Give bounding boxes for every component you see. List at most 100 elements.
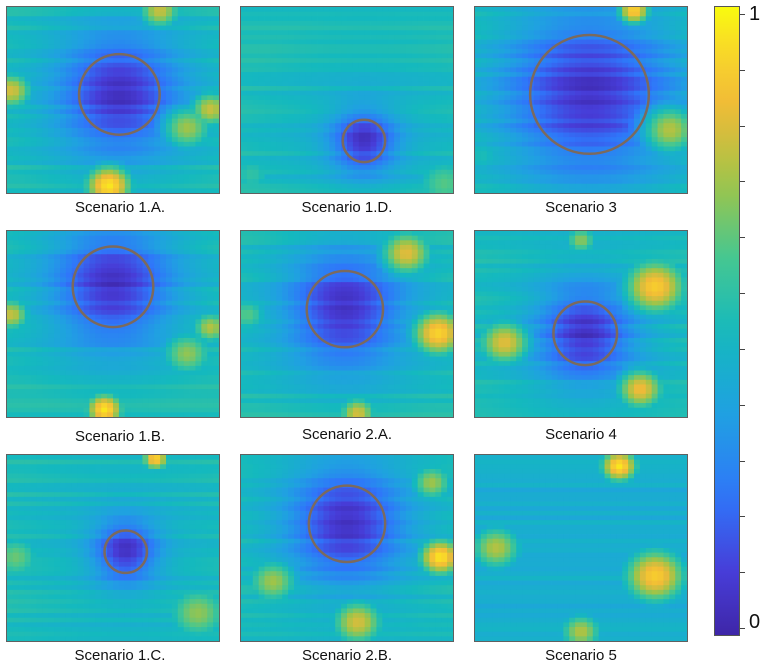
heatmap-cell [498, 132, 505, 138]
heatmap-cell [189, 39, 196, 45]
heatmap-cell [189, 100, 196, 106]
heatmap-cell [107, 81, 114, 87]
heatmap-cell [563, 7, 570, 13]
heatmap-cell [669, 141, 676, 147]
heatmap-cell [504, 62, 511, 68]
heatmap-cell [30, 34, 37, 40]
heatmap-cell [492, 67, 499, 73]
heatmap-cell [83, 62, 90, 68]
heatmap-cell [177, 235, 185, 241]
heatmap-cell [447, 183, 453, 189]
heatmap-cell [118, 310, 126, 316]
heatmap-cell [18, 58, 26, 64]
heatmap-cell [311, 30, 318, 36]
heatmap-cell [299, 100, 307, 106]
heatmap-cell [83, 132, 90, 138]
heatmap-cell [539, 62, 547, 68]
heatmap-cell [189, 155, 196, 161]
heatmap-cell [429, 72, 436, 78]
heatmap-cell [124, 272, 132, 278]
heatmap-cell [347, 34, 354, 40]
heatmap-cell [177, 296, 185, 302]
heatmap-cell [288, 90, 295, 96]
heatmap-cell [113, 11, 120, 17]
heatmap-cell [7, 268, 14, 274]
heatmap-cell [435, 123, 442, 129]
heatmap-cell [166, 286, 173, 292]
heatmap-cell [492, 146, 499, 152]
heatmap-cell [258, 113, 265, 119]
heatmap-cell [604, 81, 611, 87]
heatmap-cell [213, 282, 219, 288]
heatmap-cell [201, 263, 208, 269]
heatmap-cell [663, 34, 670, 40]
heatmap-cell [358, 127, 366, 133]
heatmap-cell [142, 286, 149, 292]
heatmap-cell [651, 44, 658, 50]
heatmap-cell [166, 254, 173, 260]
heatmap-cell [276, 151, 283, 157]
heatmap-cell [358, 39, 366, 45]
heatmap-cell [130, 188, 137, 193]
heatmap-cell [498, 188, 505, 193]
heatmap-cell [83, 76, 90, 82]
heatmap-cell [475, 123, 482, 129]
heatmap-cell [171, 291, 179, 297]
heatmap-cell [166, 165, 173, 171]
heatmap-cell [60, 104, 67, 110]
heatmap-cell [166, 20, 173, 26]
heatmap-cell [317, 174, 324, 180]
heatmap-cell [598, 118, 605, 124]
heatmap-cell [551, 155, 558, 161]
heatmap-cell [323, 76, 330, 82]
heatmap-cell [89, 7, 96, 13]
heatmap-cell [423, 11, 430, 17]
heatmap-cell [492, 25, 499, 31]
heatmap-cell [124, 263, 132, 269]
heatmap-cell [130, 183, 137, 189]
heatmap-cell [388, 81, 395, 87]
heatmap-cell [681, 109, 687, 115]
heatmap-cell [480, 132, 488, 138]
heatmap-cell [669, 25, 676, 31]
heatmap-cell [101, 169, 108, 175]
heatmap-cell [30, 30, 37, 36]
heatmap-cell [675, 179, 682, 185]
heatmap-cell [347, 169, 354, 175]
heatmap-cell [195, 132, 202, 138]
heatmap-cell [7, 90, 14, 96]
heatmap-cell [30, 249, 37, 255]
heatmap-cell [65, 44, 73, 50]
heatmap-cell [634, 183, 641, 189]
heatmap-cell [498, 113, 505, 119]
heatmap-cell [12, 249, 20, 255]
heatmap-cell [65, 314, 73, 320]
heatmap-cell [539, 44, 547, 50]
heatmap-cell [246, 188, 254, 193]
heatmap-cell [551, 76, 558, 82]
heatmap-cell [364, 104, 371, 110]
heatmap-cell [65, 151, 73, 157]
heatmap-cell [288, 174, 295, 180]
heatmap-cell [528, 20, 535, 26]
heatmap-cell [669, 11, 676, 17]
heatmap-cell [89, 76, 96, 82]
heatmap-cell [347, 165, 354, 171]
heatmap-cell [166, 104, 173, 110]
heatmap-cell [71, 95, 79, 101]
heatmap-cell [563, 100, 570, 106]
heatmap-cell [347, 7, 354, 13]
heatmap-cell [598, 72, 605, 78]
heatmap-cell [195, 240, 202, 246]
heatmap-cell [435, 7, 442, 13]
heatmap-cell [166, 48, 173, 54]
heatmap-cell [83, 188, 90, 193]
heatmap-cell [575, 58, 582, 64]
heatmap-cell [89, 272, 96, 278]
heatmap-cell [575, 127, 582, 133]
heatmap-cell [77, 151, 84, 157]
heatmap-cell [241, 160, 248, 166]
heatmap-cell [77, 249, 84, 255]
heatmap-cell [130, 174, 137, 180]
heatmap-cell [563, 123, 570, 129]
